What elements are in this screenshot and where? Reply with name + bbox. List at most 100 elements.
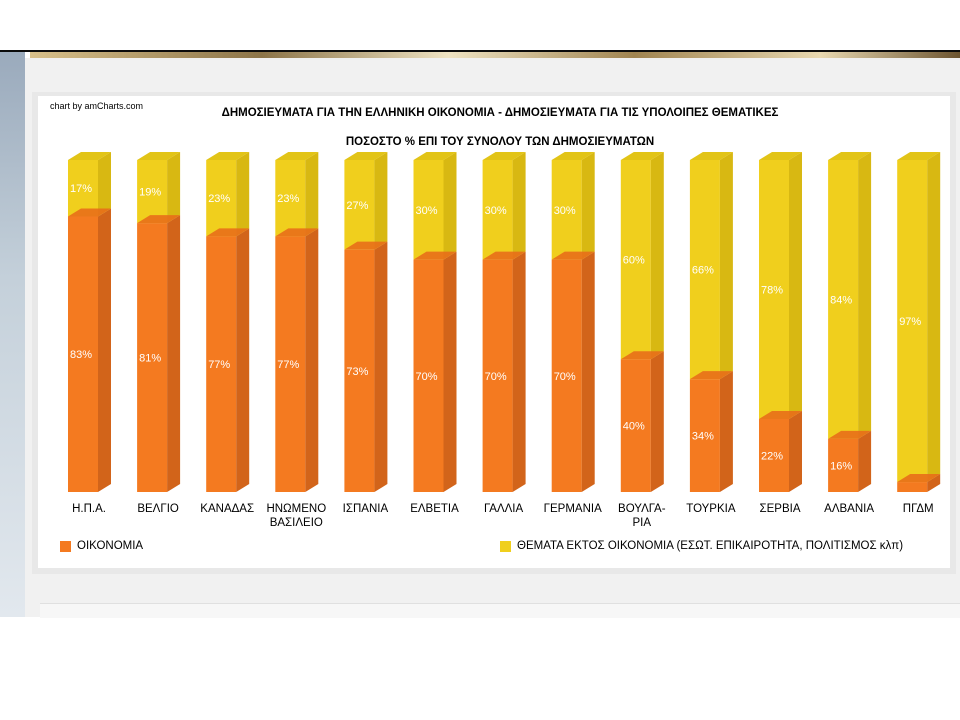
- data-label-other-2: 23%: [208, 193, 230, 205]
- bar-top-11: [828, 152, 872, 160]
- data-label-economy-2: 77%: [208, 359, 230, 371]
- bar-other-9: [689, 160, 720, 380]
- bar-top-6: [482, 152, 526, 160]
- data-label-economy-8: 40%: [623, 421, 645, 433]
- legend-label-economy: ΟΙΚΟΝΟΜΙΑ: [77, 540, 144, 552]
- category-label-3: ΒΑΣΙΛΕΙΟ: [270, 517, 323, 529]
- top-divider-line: [0, 50, 960, 52]
- legend-swatch-other: [500, 540, 511, 552]
- category-label-6: ΓΑΛΛΙΑ: [484, 503, 524, 515]
- bar-economy-5: [413, 259, 444, 492]
- bar-economy-6: [482, 259, 513, 492]
- bar-segment-ridge-7: [551, 251, 595, 260]
- data-label-economy-4: 73%: [346, 366, 368, 378]
- bar-top-3: [275, 152, 319, 160]
- bar-other-side-7: [581, 152, 595, 260]
- header-banner-strip: [30, 52, 960, 58]
- bar-economy-side-10: [789, 410, 802, 492]
- bar-economy-3: [275, 236, 306, 492]
- bar-economy-9: [689, 379, 720, 492]
- bar-economy-10: [759, 418, 789, 492]
- data-label-economy-11: 16%: [830, 460, 852, 472]
- lower-panel: [40, 603, 960, 618]
- bar-top-8: [620, 152, 664, 160]
- bar-top-7: [551, 152, 595, 160]
- category-label-9: ΤΟΥΡΚΙΑ: [686, 503, 736, 515]
- data-label-economy-0: 83%: [70, 349, 92, 361]
- chart-title: ΔΗΜΟΣΙΕΥΜΑΤΑ ΓΙΑ ΤΗΝ ΕΛΛΗΝΙΚΗ ΟΙΚΟΝΟΜΙΑ …: [221, 107, 779, 119]
- category-label-10: ΣΕΡΒΙΑ: [760, 503, 801, 515]
- bar-economy-side-0: [98, 208, 111, 492]
- bar-other-side-4: [374, 152, 388, 250]
- category-label-5: ΕΛΒΕΤΙΑ: [410, 503, 459, 515]
- data-label-other-9: 66%: [692, 265, 714, 277]
- bar-economy-4: [344, 249, 375, 492]
- data-label-other-8: 60%: [623, 255, 645, 267]
- bar-other-side-8: [650, 152, 664, 360]
- legend-swatch-economy: [60, 540, 71, 552]
- bar-other-side-5: [443, 152, 457, 260]
- bar-top-2: [206, 152, 250, 160]
- bar-top-5: [413, 152, 457, 160]
- category-label-1: ΒΕΛΓΙΟ: [137, 503, 179, 515]
- bar-economy-side-1: [167, 215, 181, 492]
- legend-item-other[interactable]: ΘΕΜΑΤΑ ΕΚΤΟΣ ΟΙΚΟΝΟΜΙΑ (ΕΣΩΤ. ΕΠΙΚΑΙΡΟΤΗ…: [500, 540, 903, 552]
- bar-other-5: [413, 160, 444, 260]
- data-label-other-12: 97%: [899, 316, 921, 328]
- data-label-other-3: 23%: [277, 193, 299, 205]
- bar-other-side-11: [858, 152, 872, 439]
- category-label-8: ΒΟΥΛΓΑ-: [618, 503, 666, 515]
- category-label-8: ΡΙΑ: [633, 517, 652, 529]
- bar-other-12: [897, 160, 928, 483]
- bar-segment-ridge-5: [413, 251, 457, 260]
- bar-other-side-12: [927, 152, 941, 483]
- bar-economy-8: [620, 359, 651, 492]
- bar-top-0: [68, 152, 111, 160]
- bar-segment-ridge-1: [137, 215, 181, 224]
- data-label-economy-7: 70%: [554, 371, 576, 383]
- bar-top-9: [689, 152, 733, 160]
- bar-top-12: [897, 152, 941, 160]
- bar-economy-side-9: [719, 371, 733, 492]
- chart-credit[interactable]: chart by amCharts.com: [50, 101, 144, 111]
- bar-other-3: [275, 160, 306, 237]
- bar-other-1: [137, 160, 168, 224]
- category-label-4: ΙΣΠΑΝΙΑ: [343, 503, 389, 515]
- data-label-other-7: 30%: [554, 205, 576, 217]
- category-label-12: ΠΓΔΜ: [903, 503, 934, 515]
- bar-top-4: [344, 152, 388, 160]
- bar-other-side-0: [98, 152, 111, 217]
- bar-segment-ridge-9: [689, 371, 733, 380]
- data-label-other-4: 27%: [346, 200, 368, 212]
- bar-other-7: [551, 160, 582, 260]
- bar-segment-ridge-8: [620, 351, 664, 360]
- bar-economy-11: [828, 438, 859, 492]
- legend-item-economy[interactable]: ΟΙΚΟΝΟΜΙΑ: [60, 540, 143, 552]
- bar-economy-12: [897, 482, 928, 492]
- category-label-7: ΓΕΡΜΑΝΙΑ: [544, 503, 602, 515]
- legend-label-other: ΘΕΜΑΤΑ ΕΚΤΟΣ ΟΙΚΟΝΟΜΙΑ (ΕΣΩΤ. ΕΠΙΚΑΙΡΟΤΗ…: [517, 540, 904, 552]
- data-label-economy-9: 34%: [692, 431, 714, 443]
- bar-other-11: [828, 160, 859, 439]
- data-label-other-6: 30%: [485, 205, 507, 217]
- category-label-0: Η.Π.Α.: [72, 503, 106, 515]
- data-label-economy-6: 70%: [485, 371, 507, 383]
- bar-segment-ridge-3: [275, 228, 319, 237]
- bar-other-side-6: [512, 152, 526, 260]
- bar-segment-ridge-2: [206, 228, 250, 237]
- bar-economy-side-5: [443, 251, 457, 492]
- bar-other-10: [759, 160, 789, 419]
- bar-economy-side-4: [374, 241, 388, 492]
- data-label-economy-5: 70%: [416, 371, 438, 383]
- bar-segment-ridge-4: [344, 241, 388, 250]
- bar-other-2: [206, 160, 237, 237]
- data-label-other-11: 84%: [830, 294, 852, 306]
- bar-economy-side-7: [581, 251, 595, 492]
- bar-segment-ridge-11: [828, 430, 872, 439]
- bar-economy-1: [137, 223, 168, 492]
- bar-economy-side-11: [858, 430, 872, 492]
- bar-other-side-2: [236, 152, 250, 237]
- data-label-economy-10: 22%: [761, 450, 783, 462]
- bar-segment-ridge-10: [759, 410, 802, 419]
